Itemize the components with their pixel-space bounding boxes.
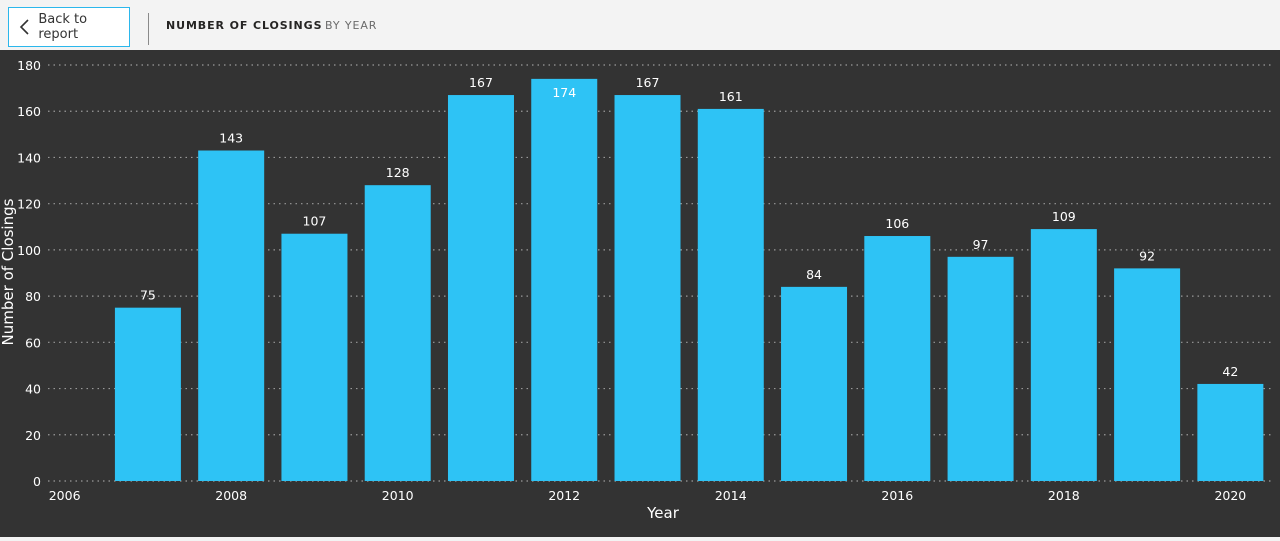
x-tick-label: 2010 <box>382 488 414 503</box>
data-label: 84 <box>806 267 822 282</box>
data-label: 75 <box>140 288 156 303</box>
y-tick-label: 20 <box>25 428 41 443</box>
y-tick-label: 120 <box>17 197 41 212</box>
data-label: 167 <box>469 75 493 90</box>
page-title: NUMBER OF CLOSINGS <box>166 19 323 32</box>
bar[interactable] <box>1030 229 1097 481</box>
y-axis-title: Number of Closings <box>0 198 17 345</box>
bar[interactable] <box>697 108 764 482</box>
data-label: 92 <box>1139 248 1155 263</box>
y-tick-label: 0 <box>33 474 41 489</box>
y-tick-label: 40 <box>25 382 41 397</box>
data-label: 107 <box>303 214 327 229</box>
y-tick-label: 160 <box>17 104 41 119</box>
back-button-label: Back to report <box>38 12 88 42</box>
y-tick-label: 100 <box>17 243 41 258</box>
y-tick-label: 180 <box>17 58 41 73</box>
data-label: 143 <box>219 131 243 146</box>
x-axis-title: Year <box>646 504 680 522</box>
data-label: 167 <box>636 75 660 90</box>
y-tick-label: 80 <box>25 289 41 304</box>
bar[interactable] <box>947 256 1014 481</box>
bar[interactable] <box>864 236 931 481</box>
data-label: 106 <box>885 216 909 231</box>
bar[interactable] <box>114 307 181 481</box>
page-subtitle: BY YEAR <box>325 19 378 32</box>
data-label: 161 <box>719 89 743 104</box>
y-tick-label: 140 <box>17 150 41 165</box>
bar[interactable] <box>614 95 681 482</box>
bar[interactable] <box>781 286 848 481</box>
x-tick-label: 2018 <box>1048 488 1080 503</box>
data-label: 42 <box>1222 364 1238 379</box>
data-label: 174 <box>552 85 576 100</box>
bar[interactable] <box>447 95 514 482</box>
data-label: 128 <box>386 165 410 180</box>
bar[interactable] <box>198 150 265 481</box>
x-tick-label: 2014 <box>715 488 747 503</box>
header-divider <box>148 13 149 45</box>
bar[interactable] <box>364 185 431 481</box>
bar[interactable] <box>531 78 598 481</box>
data-label: 109 <box>1052 209 1076 224</box>
x-tick-label: 2006 <box>49 488 81 503</box>
x-tick-label: 2008 <box>215 488 247 503</box>
bar[interactable] <box>281 233 348 481</box>
top-bar: Back to report NUMBER OF CLOSINGS BY YEA… <box>0 0 1280 51</box>
x-tick-label: 2016 <box>881 488 913 503</box>
data-label: 97 <box>973 237 989 252</box>
x-tick-label: 2012 <box>548 488 580 503</box>
bar[interactable] <box>1114 268 1181 481</box>
chevron-left-icon <box>9 7 38 47</box>
bar[interactable] <box>1197 383 1264 481</box>
y-tick-label: 60 <box>25 335 41 350</box>
x-tick-label: 2020 <box>1214 488 1246 503</box>
back-to-report-button[interactable]: Back to report <box>8 7 130 47</box>
